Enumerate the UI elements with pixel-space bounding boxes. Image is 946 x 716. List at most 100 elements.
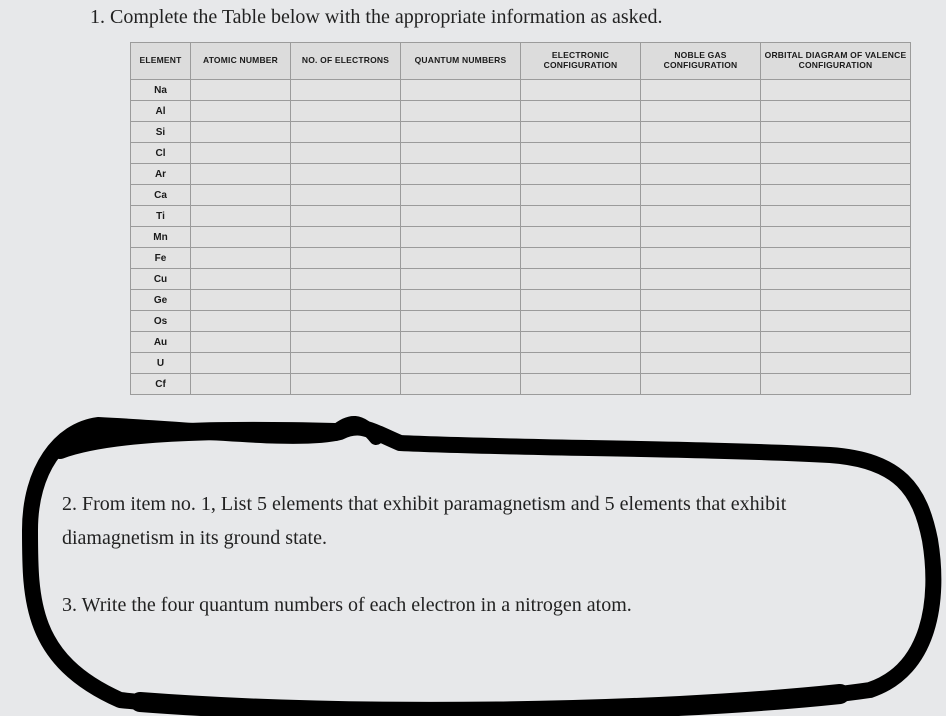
element-symbol: Os [131,311,191,332]
empty-cell [401,185,521,206]
empty-cell [641,206,761,227]
empty-cell [291,80,401,101]
table-row: Ge [131,290,911,311]
element-symbol: U [131,353,191,374]
table-row: Cu [131,269,911,290]
table-row: Al [131,101,911,122]
table-row: U [131,353,911,374]
empty-cell [401,122,521,143]
empty-cell [191,353,291,374]
empty-cell [291,353,401,374]
element-symbol: Au [131,332,191,353]
element-symbol: Al [131,101,191,122]
empty-cell [291,206,401,227]
empty-cell [191,290,291,311]
empty-cell [191,269,291,290]
empty-cell [291,269,401,290]
col-noble-gas-config: NOBLE GAS CONFIGURATION [641,43,761,80]
empty-cell [641,122,761,143]
empty-cell [191,374,291,395]
empty-cell [521,227,641,248]
empty-cell [521,206,641,227]
empty-cell [641,80,761,101]
empty-cell [521,143,641,164]
empty-cell [521,374,641,395]
empty-cell [761,248,911,269]
empty-cell [401,143,521,164]
empty-cell [191,122,291,143]
empty-cell [401,332,521,353]
empty-cell [761,206,911,227]
element-symbol: Cu [131,269,191,290]
empty-cell [641,185,761,206]
element-symbol: Cf [131,374,191,395]
empty-cell [761,332,911,353]
elements-table-container: ELEMENT ATOMIC NUMBER NO. OF ELECTRONS Q… [130,42,910,395]
empty-cell [401,374,521,395]
empty-cell [761,185,911,206]
empty-cell [401,206,521,227]
element-symbol: Mn [131,227,191,248]
empty-cell [401,164,521,185]
empty-cell [521,185,641,206]
empty-cell [761,122,911,143]
empty-cell [401,290,521,311]
empty-cell [401,248,521,269]
empty-cell [641,311,761,332]
table-row: Cl [131,143,911,164]
empty-cell [291,164,401,185]
element-symbol: Fe [131,248,191,269]
empty-cell [291,227,401,248]
empty-cell [761,164,911,185]
empty-cell [641,290,761,311]
element-symbol: Ti [131,206,191,227]
empty-cell [291,332,401,353]
empty-cell [761,269,911,290]
col-electronic-config: ELECTRONIC CONFIGURATION [521,43,641,80]
table-row: Cf [131,374,911,395]
col-quantum-numbers: QUANTUM NUMBERS [401,43,521,80]
empty-cell [641,164,761,185]
empty-cell [761,80,911,101]
empty-cell [761,227,911,248]
empty-cell [641,374,761,395]
empty-cell [761,374,911,395]
empty-cell [291,311,401,332]
table-row: Ca [131,185,911,206]
empty-cell [641,101,761,122]
element-symbol: Si [131,122,191,143]
empty-cell [191,206,291,227]
empty-cell [401,101,521,122]
empty-cell [191,101,291,122]
empty-cell [401,227,521,248]
empty-cell [191,227,291,248]
element-symbol: Cl [131,143,191,164]
question-3-text: 3. Write the four quantum numbers of eac… [62,594,632,617]
elements-table: ELEMENT ATOMIC NUMBER NO. OF ELECTRONS Q… [130,42,911,395]
empty-cell [521,164,641,185]
col-atomic-number: ATOMIC NUMBER [191,43,291,80]
empty-cell [191,332,291,353]
question-2-text: 2. From item no. 1, List 5 elements that… [62,487,892,555]
question-1-text: 1. Complete the Table below with the app… [90,6,663,29]
col-orbital-diagram: ORBITAL DIAGRAM OF VALENCE CONFIGURATION [761,43,911,80]
empty-cell [521,248,641,269]
table-row: Si [131,122,911,143]
empty-cell [191,185,291,206]
empty-cell [521,311,641,332]
table-row: Ti [131,206,911,227]
empty-cell [641,248,761,269]
empty-cell [191,248,291,269]
empty-cell [291,374,401,395]
empty-cell [191,80,291,101]
empty-cell [191,164,291,185]
empty-cell [641,269,761,290]
empty-cell [401,80,521,101]
col-no-electrons: NO. OF ELECTRONS [291,43,401,80]
table-row: Os [131,311,911,332]
element-symbol: Ar [131,164,191,185]
empty-cell [521,101,641,122]
table-row: Au [131,332,911,353]
table-row: Fe [131,248,911,269]
table-row: Na [131,80,911,101]
